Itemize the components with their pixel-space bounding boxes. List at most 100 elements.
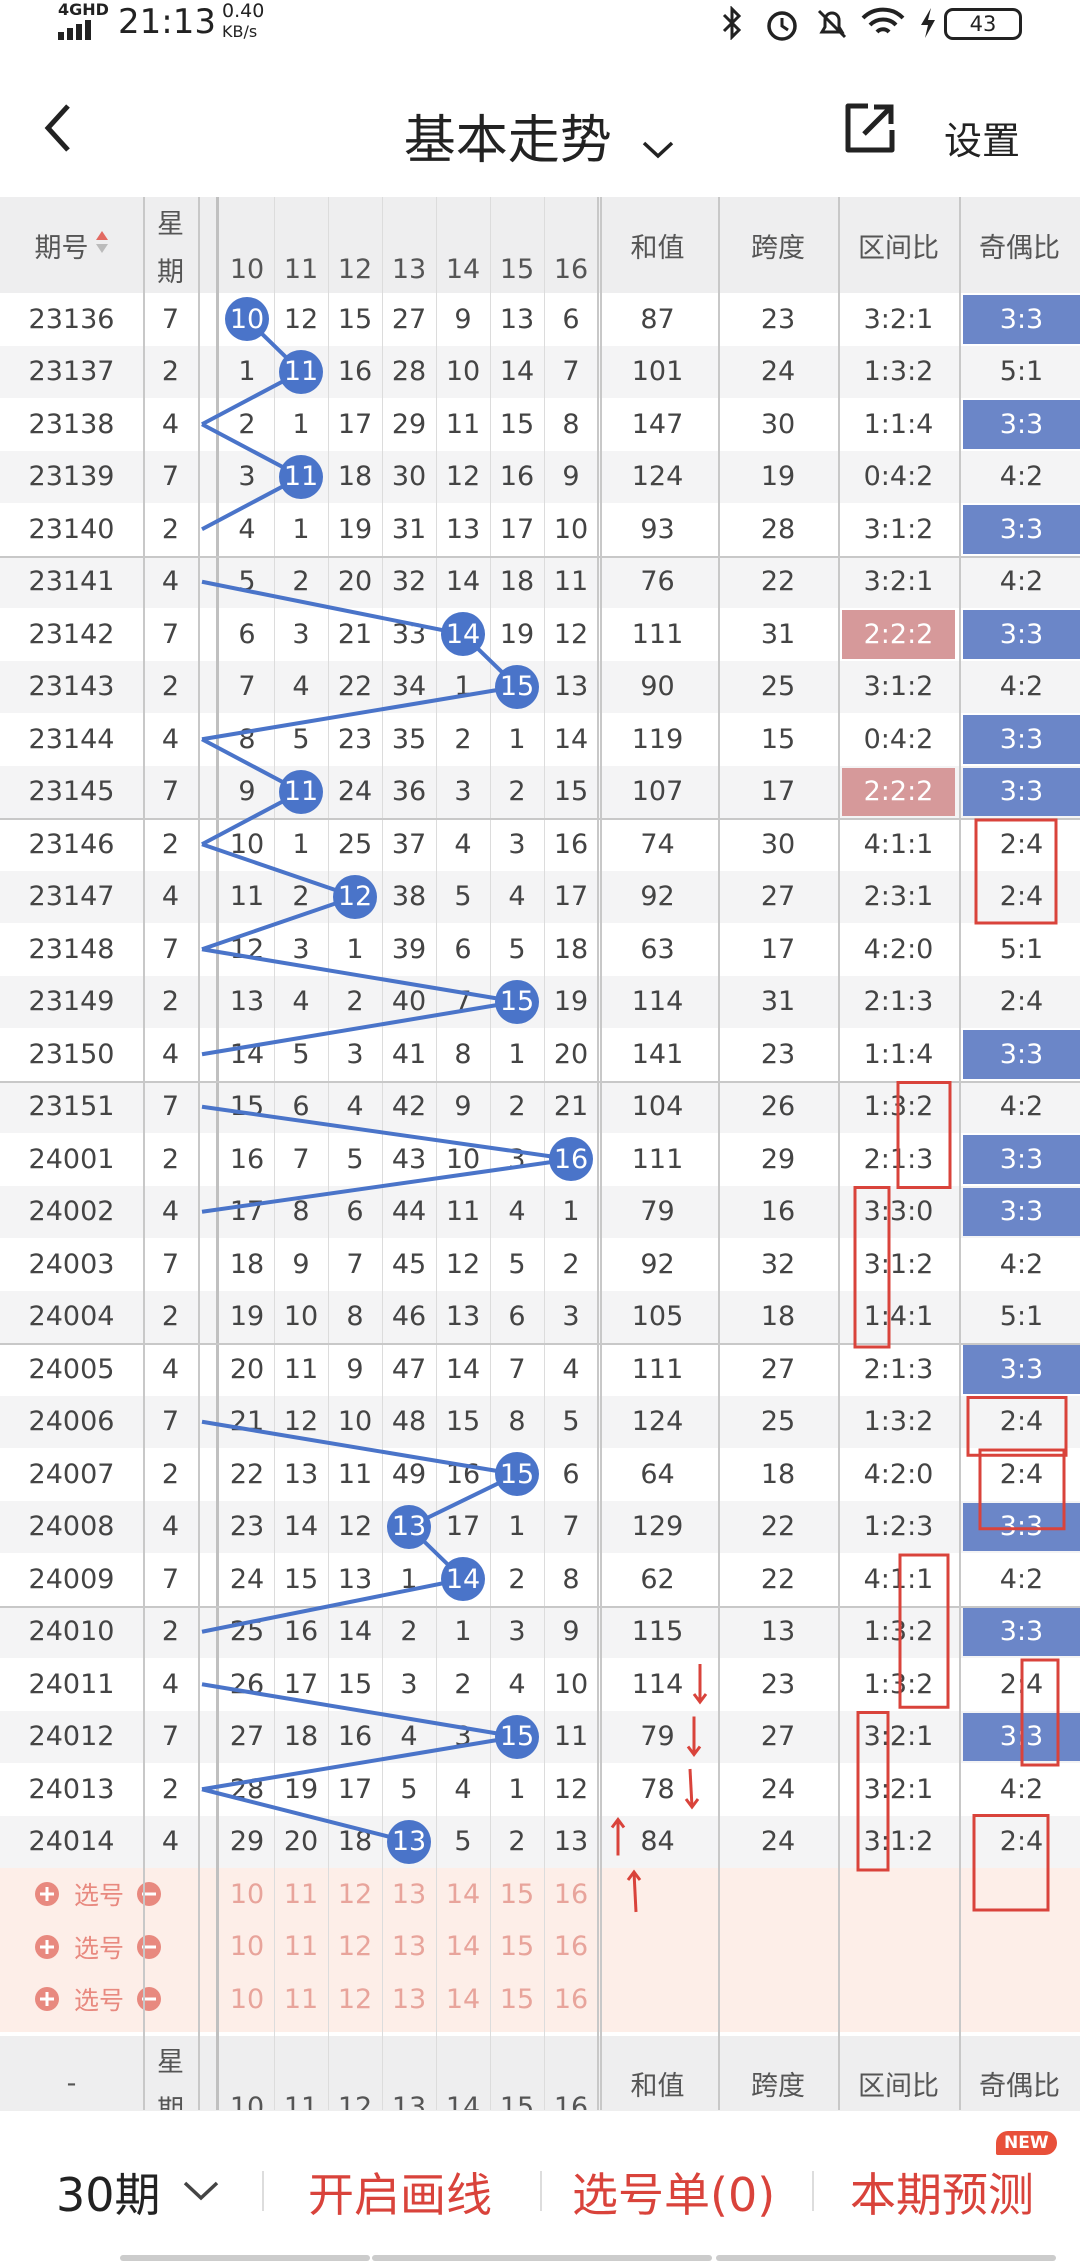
miss-count: 10: [445, 356, 481, 388]
period-cell: 23136: [28, 303, 115, 335]
footer-odd-even: 奇偶比: [979, 2071, 1060, 2102]
miss-count: 25: [337, 828, 373, 860]
week-cell: 4: [161, 1511, 180, 1543]
select-number[interactable]: 16: [553, 1878, 589, 1910]
table-row: [0, 870, 1080, 923]
range-ratio-cell: 1:1:4: [863, 408, 934, 440]
period-cell: 24001: [28, 1143, 115, 1175]
week-cell: 4: [161, 566, 180, 598]
span-header: 跨度: [751, 232, 805, 264]
sum-cell: 111: [631, 618, 684, 650]
miss-count: 18: [499, 566, 535, 598]
period-count-selector[interactable]: 30期: [56, 2159, 221, 2225]
miss-count: 28: [229, 1773, 265, 1805]
week-cell: 4: [161, 881, 180, 913]
miss-count: 1: [508, 1511, 526, 1543]
net-speed-value: 0.40: [222, 0, 265, 22]
select-number[interactable]: 16: [553, 1983, 589, 2015]
miss-count: 14: [553, 723, 589, 755]
select-number[interactable]: 13: [391, 1983, 427, 2015]
span-cell: 22: [760, 1563, 796, 1595]
odd-even-cell: 3:3: [963, 1135, 1080, 1184]
plus-icon[interactable]: [34, 1934, 60, 1960]
span-cell: 19: [760, 461, 796, 493]
select-number[interactable]: 10: [229, 1931, 265, 1963]
miss-count: 16: [229, 1143, 265, 1175]
miss-count: 9: [562, 1616, 580, 1648]
draw-lines-button[interactable]: 开启画线: [308, 2168, 492, 2222]
span-cell: 23: [760, 1038, 796, 1070]
span-cell: 24: [760, 1773, 796, 1805]
miss-count: 37: [391, 828, 427, 860]
period-cell: 24003: [28, 1248, 115, 1280]
miss-count: 12: [445, 461, 481, 493]
select-number[interactable]: 11: [283, 1983, 319, 2015]
plus-icon[interactable]: [34, 1986, 60, 2012]
page-title-dropdown[interactable]: 基本走势: [0, 98, 1080, 174]
range-ratio-cell: 1:4:1: [863, 1301, 934, 1333]
number-column-header: 12: [337, 253, 373, 285]
odd-even-cell: 5:1: [999, 933, 1044, 965]
miss-count: 24: [229, 1563, 265, 1595]
miss-count: 15: [229, 1091, 265, 1123]
hit-number: 14: [445, 1563, 481, 1595]
divider: [540, 2171, 542, 2211]
select-number[interactable]: 11: [283, 1878, 319, 1910]
sort-icon: [95, 229, 109, 262]
plus-icon[interactable]: [34, 1881, 60, 1907]
select-number[interactable]: 14: [445, 1931, 481, 1963]
sum-cell: 101: [631, 356, 684, 388]
select-number[interactable]: 10: [229, 1878, 265, 1910]
odd-even-cell: 3:3: [963, 1345, 1080, 1394]
select-number[interactable]: 13: [391, 1931, 427, 1963]
period-header[interactable]: 期号: [0, 197, 143, 293]
miss-count: 2: [508, 1091, 526, 1123]
span-cell: 18: [760, 1458, 796, 1490]
scroll-indicator: [716, 2255, 1056, 2261]
miss-count: 4: [238, 513, 256, 545]
sum-cell: 124: [631, 1406, 684, 1438]
minus-icon[interactable]: [136, 1934, 162, 1960]
share-icon[interactable]: [840, 98, 900, 162]
back-icon[interactable]: [40, 100, 76, 160]
select-number[interactable]: 10: [229, 1983, 265, 2015]
selection-list-button[interactable]: 选号单(0): [572, 2168, 776, 2222]
select-number[interactable]: 15: [499, 1983, 535, 2015]
miss-count: 17: [337, 408, 373, 440]
prediction-button[interactable]: 本期预测: [850, 2168, 1034, 2222]
select-number[interactable]: 15: [499, 1878, 535, 1910]
select-number[interactable]: 16: [553, 1931, 589, 1963]
select-number[interactable]: 12: [337, 1983, 373, 2015]
column-divider: [600, 197, 602, 2110]
select-number[interactable]: 14: [445, 1878, 481, 1910]
miss-count: 3: [400, 1668, 418, 1700]
select-number[interactable]: 12: [337, 1931, 373, 1963]
sum-cell: 92: [640, 1248, 675, 1280]
range-ratio-cell: 1:2:3: [863, 1511, 934, 1543]
number-column-header: 15: [499, 253, 535, 285]
miss-count: 3: [454, 776, 472, 808]
minus-icon[interactable]: [136, 1881, 162, 1907]
settings-button[interactable]: 设置: [944, 119, 1021, 163]
sum-cell: 111: [631, 1353, 684, 1385]
select-number[interactable]: 14: [445, 1983, 481, 2015]
hit-number: 13: [391, 1511, 427, 1543]
range-ratio-cell: 1:3:2: [863, 1616, 934, 1648]
chevron-down-icon: [640, 114, 676, 174]
miss-count: 18: [229, 1248, 265, 1280]
week-cell: 4: [161, 1038, 180, 1070]
minus-icon[interactable]: [136, 1986, 162, 2012]
footer-week-top: 星: [157, 2047, 184, 2078]
miss-count: 16: [445, 1458, 481, 1490]
page-title: 基本走势: [403, 111, 612, 171]
select-number[interactable]: 13: [391, 1878, 427, 1910]
range-ratio-cell: 3:1:2: [863, 671, 934, 703]
week-cell: 2: [161, 356, 180, 388]
miss-count: 6: [238, 618, 256, 650]
column-divider: [838, 197, 840, 2110]
select-number[interactable]: 12: [337, 1878, 373, 1910]
week-header-bottom: 期: [157, 256, 184, 288]
select-number[interactable]: 15: [499, 1931, 535, 1963]
select-number[interactable]: 11: [283, 1931, 319, 1963]
miss-count: 2: [454, 723, 472, 755]
